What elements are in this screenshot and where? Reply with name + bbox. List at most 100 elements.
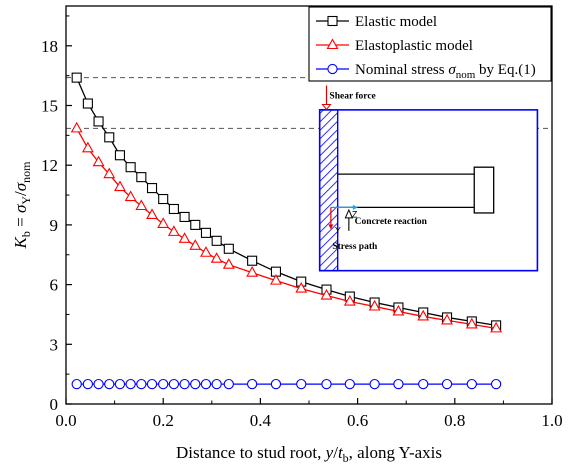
stress-path-label: Stress path	[332, 242, 378, 252]
series-2-point-8	[146, 208, 158, 219]
y-tick-label-3: 6	[50, 276, 59, 295]
shear-force-label: Shear force	[329, 92, 375, 102]
series-3-point-20	[344, 378, 355, 390]
series-1-point-13	[200, 227, 212, 238]
y-tick-label-4: 9	[50, 216, 59, 235]
series-1-point-7	[136, 172, 147, 183]
series-1-point-12	[190, 219, 201, 230]
legend-marker-2	[326, 38, 339, 50]
series-2-point-11	[178, 232, 191, 243]
legend-label-1: Elastic model	[355, 14, 437, 30]
stud-head	[473, 166, 495, 214]
series-2-point-1	[70, 121, 83, 133]
series-3-point-26	[490, 378, 502, 390]
series-3-point-19	[321, 378, 332, 390]
series-3-point-6	[125, 378, 136, 390]
legend-label-3: Nominal stress σnom by Eq.(1)	[355, 62, 536, 81]
series-2-point-26	[490, 321, 503, 333]
series-2-point-5	[114, 180, 126, 192]
z-axis-arrow-head	[352, 204, 358, 210]
series-1-point-15	[223, 243, 234, 254]
series-3-point-24	[441, 378, 453, 390]
series-1-point-11	[179, 211, 190, 222]
series-2	[70, 121, 503, 333]
series-2-point-25	[465, 317, 478, 329]
series-1-point-4	[104, 132, 115, 143]
series-3-point-10	[168, 378, 180, 390]
series-2-point-23	[417, 309, 430, 321]
series-3-point-15	[223, 378, 234, 390]
y-tick-label-7: 18	[41, 37, 58, 56]
z-axis-label: Z	[352, 209, 358, 219]
series-3-point-18	[296, 378, 307, 390]
series-3-point-7	[136, 378, 147, 390]
series-1-point-5	[114, 150, 125, 161]
series-1-point-1	[71, 72, 82, 83]
series-3-point-9	[158, 378, 169, 390]
legend: Elastic model Elastoplastic model Nominal …	[308, 6, 552, 82]
series-2-point-13	[200, 246, 212, 257]
series-2-point-7	[135, 199, 148, 211]
series-3-point-5	[114, 378, 126, 390]
series-1-point-2	[82, 98, 93, 109]
legend-box	[308, 6, 552, 82]
series-1-point-10	[168, 203, 179, 215]
concrete-reaction-arrow-head	[344, 208, 354, 219]
y-axis-label: Y	[335, 225, 341, 235]
series-1-point-14	[211, 235, 222, 246]
series-layer	[70, 72, 503, 390]
series-3-point-8	[146, 378, 158, 390]
y-axis-arrow-head	[328, 224, 334, 230]
steel-plate	[318, 109, 339, 272]
series-2-point-16	[246, 266, 259, 277]
series-2-point-18	[295, 281, 308, 293]
x-tick-label-5: 0.8	[444, 411, 465, 430]
series-3-point-2	[82, 378, 94, 390]
series-2-point-10	[167, 225, 180, 236]
series-2-point-24	[441, 313, 453, 325]
series-1-point-3	[93, 116, 104, 127]
series-3-point-23	[418, 378, 429, 390]
shear-force-arrow-head	[321, 104, 332, 111]
series-3-point-16	[246, 378, 258, 390]
series-3-point-25	[466, 378, 477, 390]
series-2-point-6	[124, 190, 137, 202]
axis-labels: Distance to stud root, y/tb, along Y-axi…	[11, 161, 442, 465]
series-3-point-3	[93, 378, 104, 390]
series-2-point-3	[92, 155, 105, 167]
x-tick-label-6: 1.0	[541, 411, 562, 430]
x-tick-label-4: 0.6	[347, 411, 368, 430]
series-3-point-22	[393, 378, 404, 390]
series-2-point-14	[210, 252, 223, 263]
legend-marker-3	[327, 63, 338, 75]
y-tick-label-6: 15	[41, 97, 58, 116]
x-tick-label-3: 0.4	[250, 411, 272, 430]
series-2-point-20	[343, 294, 356, 306]
series-3-point-17	[270, 378, 282, 390]
series-2-point-9	[157, 217, 170, 228]
series-2-point-2	[81, 141, 94, 153]
y-tick-label-2: 3	[50, 335, 59, 354]
x-tick-label-2: 0.2	[153, 411, 174, 430]
series-1-point-9	[158, 193, 169, 205]
series-3-point-4	[104, 378, 115, 390]
x-tick-label-1: 0.0	[55, 411, 76, 430]
inset-frame	[318, 109, 539, 272]
y-tick-label-5: 12	[41, 156, 58, 175]
legend-marker-1	[327, 15, 338, 27]
series-2-point-19	[320, 288, 333, 300]
x-axis-label: Distance to stud root, y/tb, along Y-axi…	[176, 443, 442, 465]
series-2-point-17	[270, 273, 282, 285]
series-2-point-22	[392, 304, 405, 316]
series-2-point-4	[103, 167, 116, 179]
series-2-point-15	[222, 258, 235, 269]
series-3-point-14	[211, 378, 222, 390]
series-3-point-1	[71, 378, 82, 390]
series-1-point-6	[125, 162, 136, 173]
series-3-point-13	[200, 378, 212, 390]
y-tick-label-1: 0	[50, 395, 59, 414]
concrete-reaction-label: Concrete reaction	[355, 217, 428, 227]
series-1-point-16	[247, 255, 258, 266]
series-2-point-21	[368, 299, 381, 311]
